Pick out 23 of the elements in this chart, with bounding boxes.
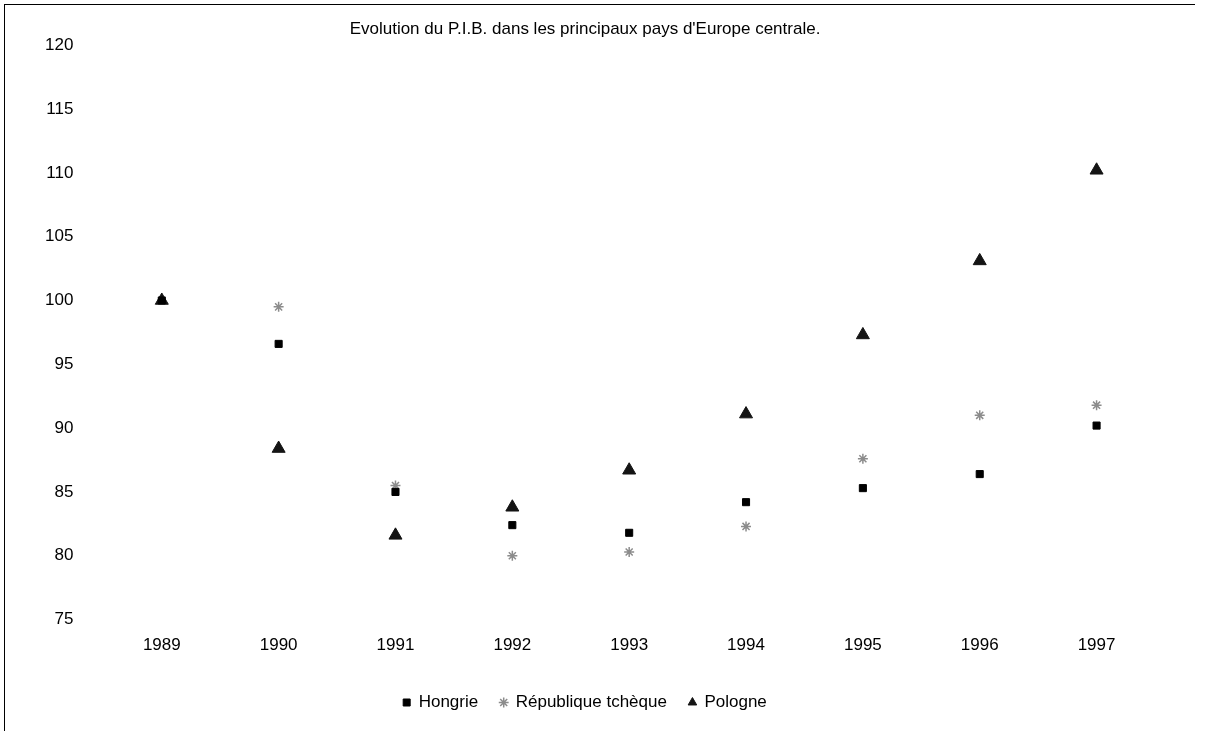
legend-label: Hongrie xyxy=(418,692,479,712)
y-tick-label: 85 xyxy=(54,481,74,501)
x-tick-label: 1989 xyxy=(142,635,181,655)
x-tick-label: 1997 xyxy=(1077,635,1116,655)
legend-label: République tchèque xyxy=(515,692,667,712)
x-tick-label: 1992 xyxy=(493,635,532,655)
y-tick-label: 95 xyxy=(54,354,74,373)
x-tick-label: 1990 xyxy=(259,635,298,655)
y-tick-label: 80 xyxy=(54,545,74,565)
y-tick-label: 115 xyxy=(46,98,74,118)
chart-title: Evolution du P.I.B. dans les principaux pays d'Europe centrale. xyxy=(349,18,821,38)
y-tick-label: 120 xyxy=(44,34,74,54)
y-tick-label: 110 xyxy=(46,162,74,182)
y-tick-label: 100 xyxy=(44,290,74,310)
x-tick-label: 1994 xyxy=(727,635,765,655)
legend-label: Pologne xyxy=(704,692,767,712)
x-tick-label: 1995 xyxy=(843,635,882,655)
x-tick-label: 1996 xyxy=(960,635,999,655)
x-tick-label: 1991 xyxy=(376,635,415,655)
y-tick-label: 105 xyxy=(44,226,74,246)
y-tick-label: 75 xyxy=(54,609,74,629)
y-tick-label: 90 xyxy=(54,417,74,437)
x-tick-label: 1993 xyxy=(610,635,649,655)
